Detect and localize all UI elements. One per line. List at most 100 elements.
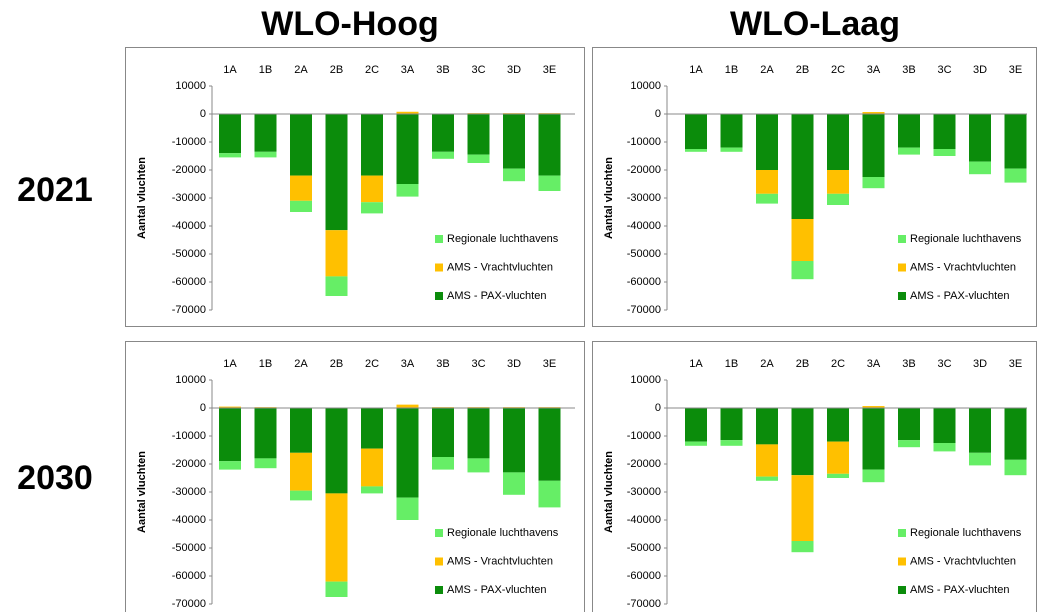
x-tick-label: 3E [1009, 358, 1022, 370]
bar-segment [933, 114, 956, 149]
y-tick-label: -10000 [627, 430, 661, 442]
x-tick-label: 3B [436, 64, 449, 76]
bar-segment [432, 408, 454, 457]
y-tick-label: 0 [655, 108, 661, 120]
x-tick-label: 1A [689, 64, 703, 76]
legend-swatch [898, 529, 906, 537]
x-tick-label: 2C [831, 64, 845, 76]
bar-segment [969, 114, 991, 162]
legend-label: Regionale luchthavens [447, 527, 559, 539]
bar-segment [432, 457, 454, 470]
bar-segment [290, 452, 312, 491]
bar-segment [538, 175, 561, 191]
x-tick-label: 2C [831, 358, 845, 370]
x-tick-label: 1A [223, 358, 237, 370]
y-tick-label: -30000 [172, 192, 206, 204]
bar-segment [325, 114, 348, 231]
bar-segment [396, 404, 419, 408]
x-tick-label: 2A [294, 358, 308, 370]
legend-label: AMS - PAX-vluchten [447, 584, 546, 596]
x-tick-label: 3C [937, 358, 951, 370]
bar-segment [325, 230, 348, 277]
bar-segment [720, 440, 743, 446]
bar-segment [503, 168, 525, 182]
column-title: WLO-Hoog [261, 5, 439, 43]
bar-segment [898, 440, 920, 448]
legend-swatch [435, 529, 443, 537]
y-tick-label: -20000 [172, 458, 206, 470]
bar-segment [933, 408, 956, 443]
y-tick-label: -40000 [172, 220, 206, 232]
legend-label: Regionale luchthavens [910, 527, 1022, 539]
y-tick-label: 0 [200, 402, 206, 414]
legend-label: AMS - PAX-vluchten [447, 290, 546, 302]
x-tick-label: 3D [507, 64, 521, 76]
y-axis-title: Aantal vluchten [603, 451, 615, 533]
x-tick-label: 3E [543, 358, 556, 370]
bar-segment [969, 452, 991, 466]
bar-segment [720, 147, 743, 152]
x-tick-label: 2A [294, 64, 308, 76]
bar-segment [685, 114, 707, 149]
bar-segment [361, 175, 383, 203]
bar-segment [396, 184, 419, 197]
legend-label: AMS - Vrachtvluchten [447, 555, 553, 567]
x-tick-label: 1B [725, 358, 738, 370]
bar-segment [290, 175, 312, 201]
bar-segment [396, 408, 419, 498]
bar-segment [791, 541, 814, 553]
bar-segment [254, 151, 277, 158]
x-tick-label: 2A [760, 358, 774, 370]
legend-swatch [898, 235, 906, 243]
y-tick-label: -50000 [627, 248, 661, 260]
bar-segment [219, 153, 241, 158]
y-axis-title: Aantal vluchten [136, 451, 148, 533]
legend-label: Regionale luchthavens [447, 233, 559, 245]
bar-segment [720, 114, 743, 148]
bar-segment [791, 475, 814, 541]
legend-swatch [898, 557, 906, 566]
column-title: WLO-Laag [730, 5, 900, 43]
legend-swatch [898, 292, 906, 300]
bar-segment [969, 408, 991, 453]
bar-segment [862, 406, 885, 408]
x-tick-label: 2C [365, 358, 379, 370]
y-tick-label: -20000 [172, 164, 206, 176]
bar-segment [791, 408, 814, 476]
bar-segment [396, 111, 419, 114]
x-tick-label: 2B [796, 358, 809, 370]
x-tick-label: 1B [259, 64, 272, 76]
x-tick-label: 3A [401, 358, 415, 370]
y-tick-label: -20000 [627, 164, 661, 176]
legend-label: AMS - PAX-vluchten [910, 584, 1009, 596]
bar-segment [467, 154, 490, 163]
y-tick-label: 10000 [630, 374, 661, 386]
bar-segment [862, 408, 885, 470]
x-tick-label: 3A [867, 358, 881, 370]
bar-segment [756, 170, 778, 194]
bar-segment [685, 149, 707, 152]
bar-segment [432, 114, 454, 152]
bar-segment [969, 161, 991, 175]
bar-segment [361, 486, 383, 494]
y-tick-label: 10000 [175, 80, 206, 92]
bar-segment [503, 408, 525, 473]
y-tick-label: -50000 [172, 542, 206, 554]
bar-segment [361, 202, 383, 214]
bar-segment [898, 147, 920, 155]
bar-segment [756, 444, 778, 477]
chart-panel: Aantal vluchten 10000 0 -10000 -20000 -30000 -… [592, 341, 1037, 612]
y-axis-title: Aantal vluchten [136, 157, 148, 239]
legend-swatch [435, 557, 443, 566]
y-tick-label: -20000 [627, 458, 661, 470]
bar-segment [219, 461, 241, 470]
x-tick-label: 1B [259, 358, 272, 370]
y-tick-label: -60000 [627, 570, 661, 582]
x-tick-label: 3C [471, 64, 485, 76]
y-tick-label: -60000 [172, 276, 206, 288]
bar-segment [396, 114, 419, 184]
bar-segment [325, 408, 348, 494]
x-tick-label: 3E [543, 64, 556, 76]
bar-segment [827, 408, 849, 442]
